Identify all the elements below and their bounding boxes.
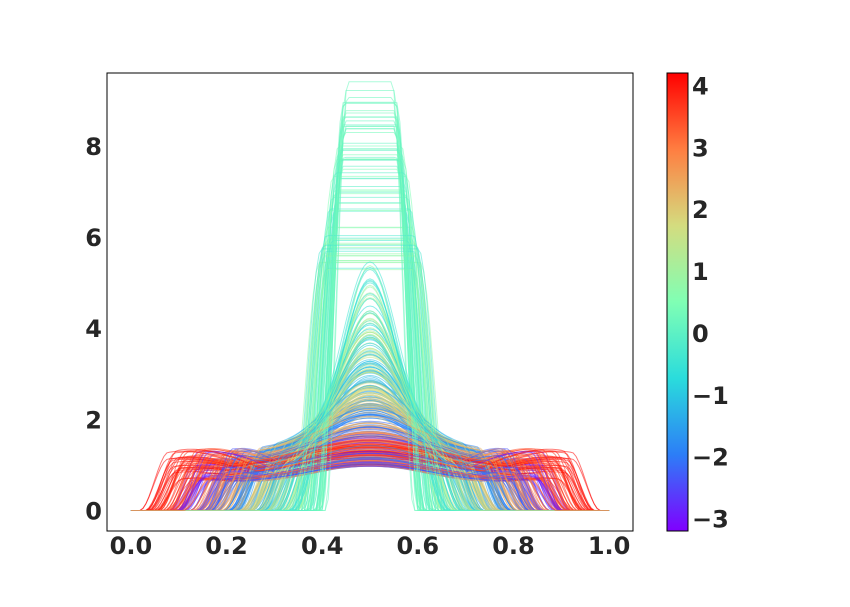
data-curve <box>130 450 610 511</box>
data-curve <box>130 440 610 511</box>
data-curve <box>130 455 610 511</box>
colorbar-frame <box>666 72 689 532</box>
x-tick-label: 0.8 <box>492 532 535 560</box>
curve-series-group <box>130 81 610 511</box>
colorbar-tick-label: 1 <box>692 258 709 286</box>
x-tick-label: 0.2 <box>205 532 248 560</box>
data-curve <box>130 436 610 511</box>
data-curve <box>130 443 610 511</box>
data-curve <box>130 454 610 511</box>
colorbar-tick-label: 2 <box>692 196 709 224</box>
data-curve <box>130 446 610 511</box>
data-curve <box>130 439 610 511</box>
plot-frame <box>106 72 634 532</box>
data-curve <box>130 459 610 511</box>
colorbar-tick-label: −2 <box>692 444 729 472</box>
data-curve <box>130 434 610 511</box>
x-tick-label: 1.0 <box>588 532 631 560</box>
data-curve <box>130 460 610 511</box>
colorbar-tick-label: 0 <box>692 320 709 348</box>
y-tick-label: 8 <box>85 133 102 161</box>
x-tick-label: 0.0 <box>110 532 153 560</box>
colorbar-tick-label: 3 <box>692 134 709 162</box>
x-tick-label: 0.6 <box>397 532 440 560</box>
colorbar-tick-label: −3 <box>692 506 729 534</box>
colorbar-tick-label: 4 <box>692 72 709 100</box>
data-curve <box>130 385 610 511</box>
colorbar-tick-label: −1 <box>692 382 729 410</box>
colorbar: −3 −2 −1 0 1 2 3 4 <box>666 72 729 534</box>
colorbar-gradient <box>667 73 688 531</box>
y-tick-label: 4 <box>85 315 102 343</box>
x-tick-label: 0.4 <box>301 532 344 560</box>
data-curve <box>130 328 610 511</box>
plot-area <box>130 81 610 511</box>
data-curve <box>130 447 610 511</box>
data-curve <box>130 449 610 511</box>
colorbar-tick-labels: −3 −2 −1 0 1 2 3 4 <box>692 72 729 533</box>
y-tick-label: 6 <box>85 224 102 252</box>
y-axis-tick-labels: 0 2 4 6 8 <box>85 133 102 526</box>
data-curve <box>130 453 610 511</box>
x-axis-tick-labels: 0.0 0.2 0.4 0.6 0.8 1.0 <box>110 532 631 560</box>
y-tick-label: 0 <box>85 498 102 526</box>
y-tick-label: 2 <box>85 406 102 434</box>
